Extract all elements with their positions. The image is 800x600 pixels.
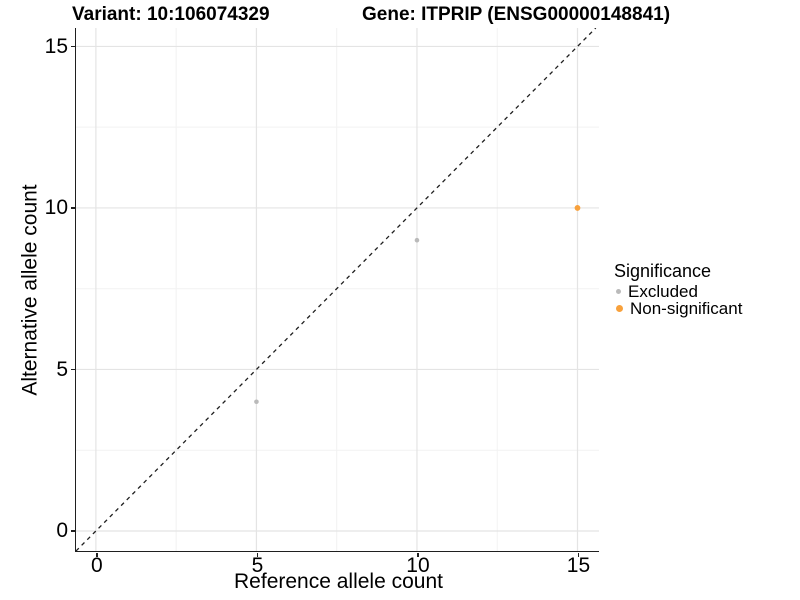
x-tick-mark <box>577 552 580 558</box>
y-tick-label: 15 <box>44 34 68 58</box>
legend-title: Significance <box>614 261 712 281</box>
legend-item-label: Excluded <box>628 282 698 301</box>
legend-item: Non-significant <box>612 300 742 317</box>
y-tick-label: 10 <box>44 196 68 220</box>
x-tick-mark <box>256 552 259 558</box>
y-tick-mark <box>70 45 76 48</box>
data-point-non-significant <box>574 205 581 211</box>
identity-dashed-line <box>76 28 597 551</box>
y-tick-mark <box>70 207 76 209</box>
legend-dot-icon <box>616 305 623 312</box>
x-tick-label: 15 <box>566 554 591 577</box>
gene-title: Gene: ITPRIP (ENSG00000148841) <box>362 4 671 25</box>
legend-item-label: Non-significant <box>630 299 743 318</box>
x-axis-title: Reference allele count <box>234 570 443 593</box>
y-tick-mark <box>70 368 76 371</box>
y-axis-title: Alternative allele count <box>18 184 42 396</box>
y-tick-label: 0 <box>56 519 68 543</box>
x-tick-mark <box>96 552 98 558</box>
x-tick-label: 5 <box>251 554 264 577</box>
plot-panel <box>75 28 600 552</box>
legend-item: Excluded <box>612 283 742 300</box>
x-tick-label: 10 <box>406 554 430 577</box>
variant-title: Variant: 10:106074329 <box>72 4 270 25</box>
legend: Significance Excluded Non-significant <box>612 261 742 317</box>
data-point-excluded <box>414 237 420 243</box>
x-tick-mark <box>417 552 419 558</box>
y-tick-label: 5 <box>56 357 68 381</box>
legend-dot-icon <box>616 289 621 294</box>
x-tick-label: 0 <box>91 554 103 577</box>
legend-items: Excluded Non-significant <box>612 283 742 317</box>
data-point-excluded <box>254 399 259 405</box>
plot-area <box>76 28 600 551</box>
y-tick-mark <box>70 530 76 532</box>
